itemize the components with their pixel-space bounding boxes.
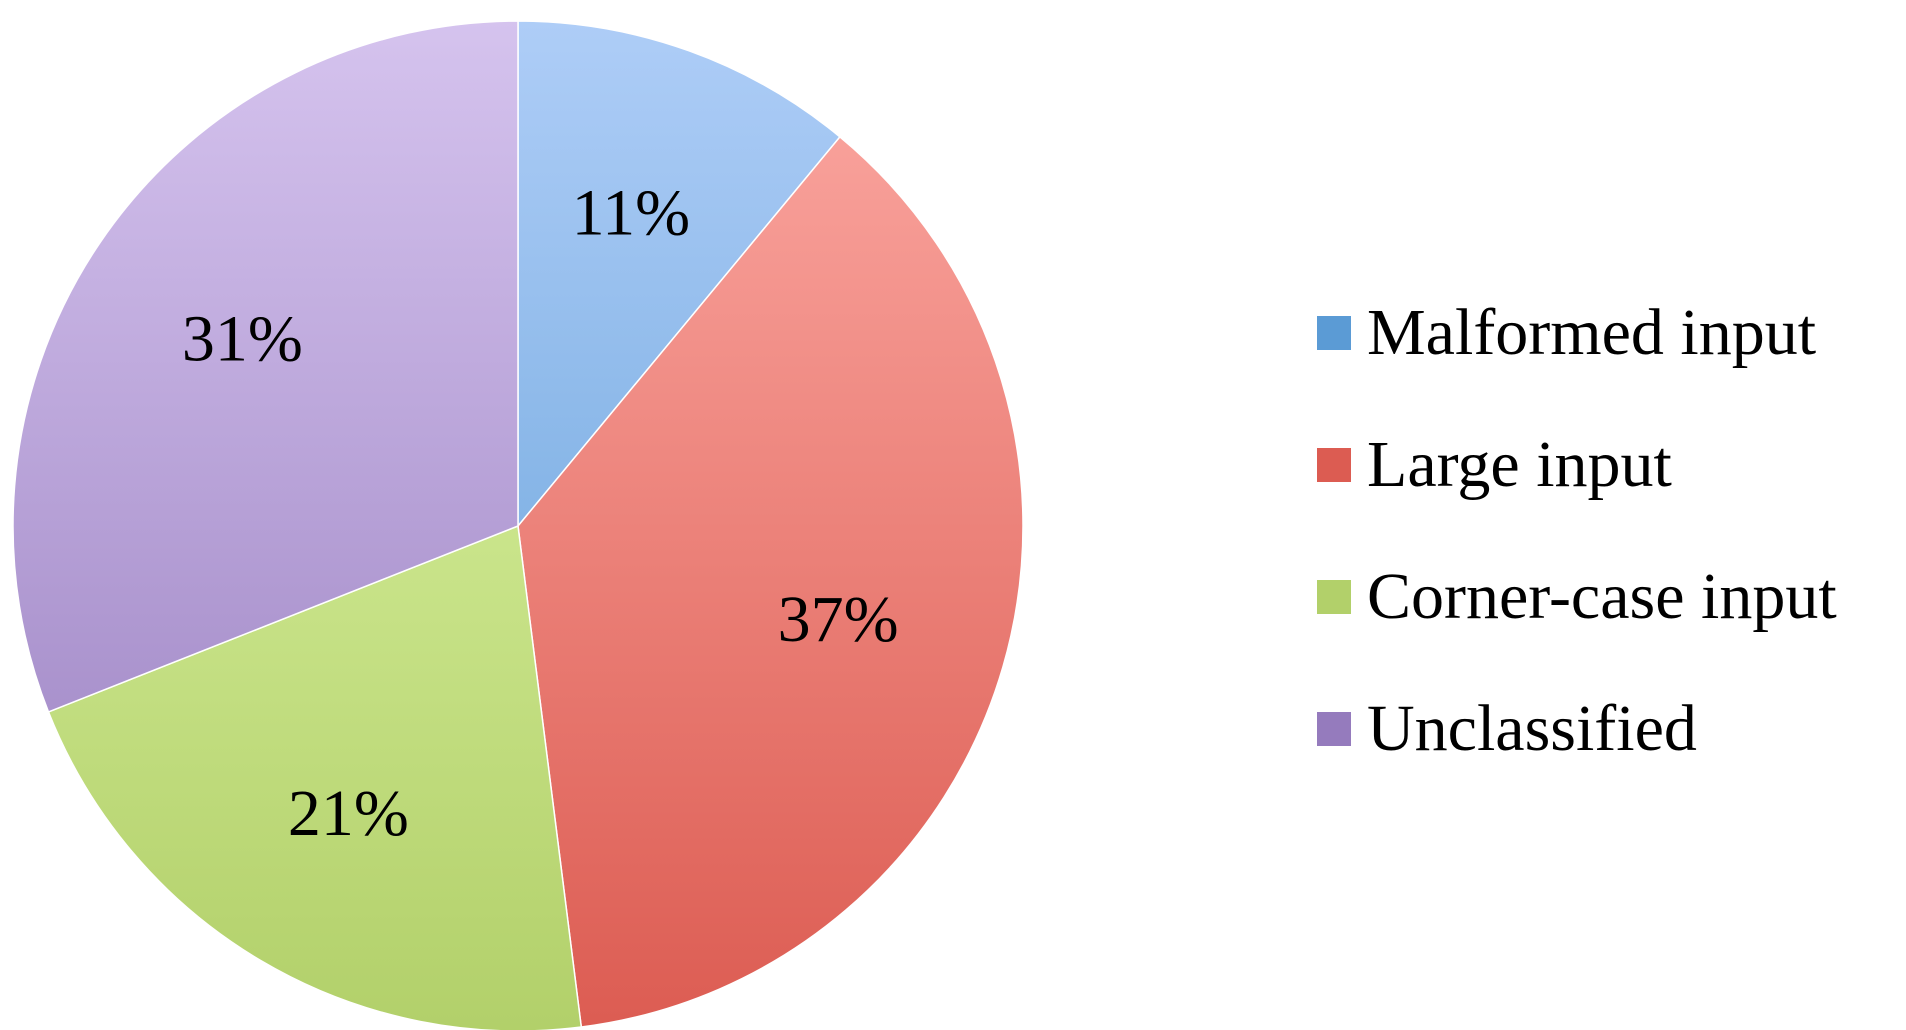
legend-swatch-malformed-input xyxy=(1317,316,1351,350)
legend-item-large-input: Large input xyxy=(1317,428,1672,501)
pie-slices xyxy=(12,20,1024,1030)
legend-label-unclassified: Unclassified xyxy=(1367,692,1697,765)
legend-item-unclassified: Unclassified xyxy=(1317,692,1697,765)
legend-item-corner-case-input: Corner-case input xyxy=(1317,560,1837,633)
legend-swatch-corner-case-input xyxy=(1317,580,1351,614)
pie-slice-corner-case-input xyxy=(47,524,583,1030)
data-label-malformed-input: 11% xyxy=(572,176,691,249)
legend-label-malformed-input: Malformed input xyxy=(1367,296,1816,369)
legend: Malformed input Large input Corner-case in… xyxy=(1317,296,1837,765)
data-label-unclassified: 31% xyxy=(182,303,303,376)
legend-label-large-input: Large input xyxy=(1367,428,1672,501)
data-label-corner-case-input: 21% xyxy=(288,777,409,850)
pie-data-labels: 11% 37% 21% 31% xyxy=(182,176,899,849)
legend-item-malformed-input: Malformed input xyxy=(1317,296,1816,369)
pie-slice-large-input xyxy=(517,135,1024,1028)
legend-label-corner-case-input: Corner-case input xyxy=(1367,560,1837,633)
pie-slice-unclassified xyxy=(12,20,519,713)
data-label-large-input: 37% xyxy=(778,583,899,656)
legend-swatch-unclassified xyxy=(1317,712,1351,746)
legend-swatch-large-input xyxy=(1317,448,1351,482)
pie-slice-malformed-input xyxy=(517,20,841,529)
